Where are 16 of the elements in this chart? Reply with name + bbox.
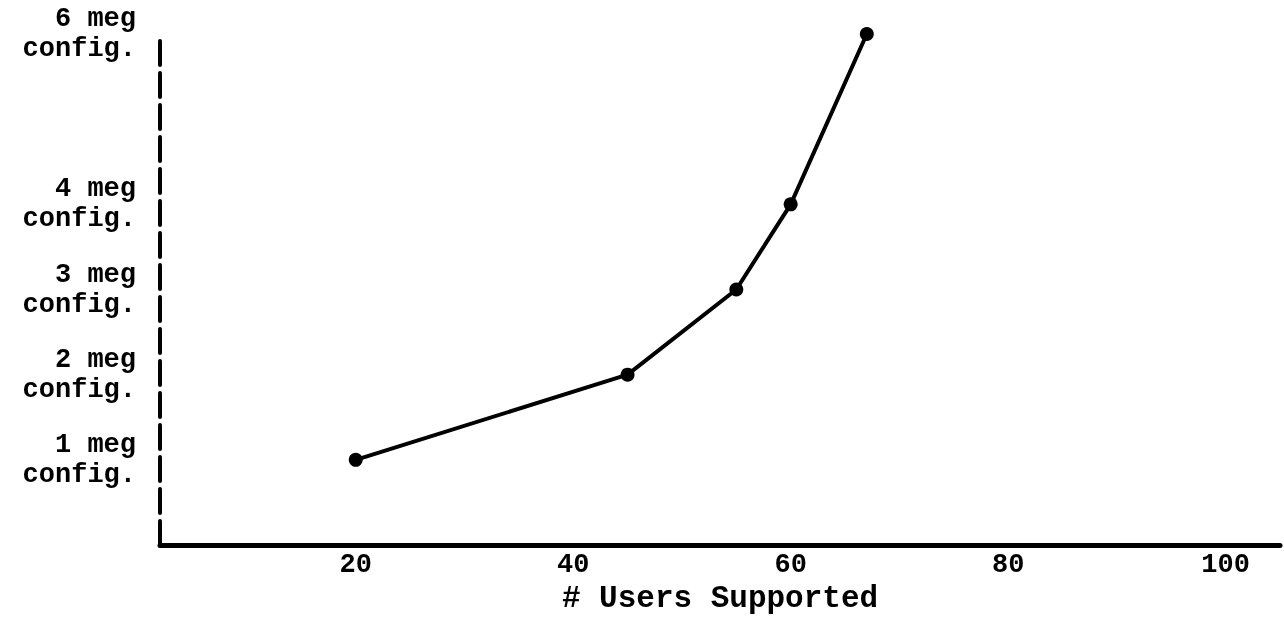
x-tick-label: 40	[557, 549, 590, 580]
x-tick-label: 20	[339, 549, 372, 580]
y-tick-label: 3 meg config.	[22, 259, 136, 320]
x-axis-title: # Users Supported	[561, 581, 879, 616]
x-tick-label: 80	[991, 549, 1025, 580]
point	[859, 27, 874, 41]
point	[620, 367, 635, 382]
x-tick-label: 60	[774, 549, 807, 580]
y-tick-label: 6 meg config.	[22, 4, 136, 64]
y-tick-label: 4 meg config.	[22, 174, 136, 235]
x-tick-label: 100	[1201, 549, 1250, 580]
point	[729, 282, 744, 297]
point	[783, 197, 798, 212]
y-tick-label: 1 meg config.	[22, 429, 136, 490]
y-tick-label: 2 meg config.	[22, 344, 136, 405]
point	[348, 452, 363, 467]
